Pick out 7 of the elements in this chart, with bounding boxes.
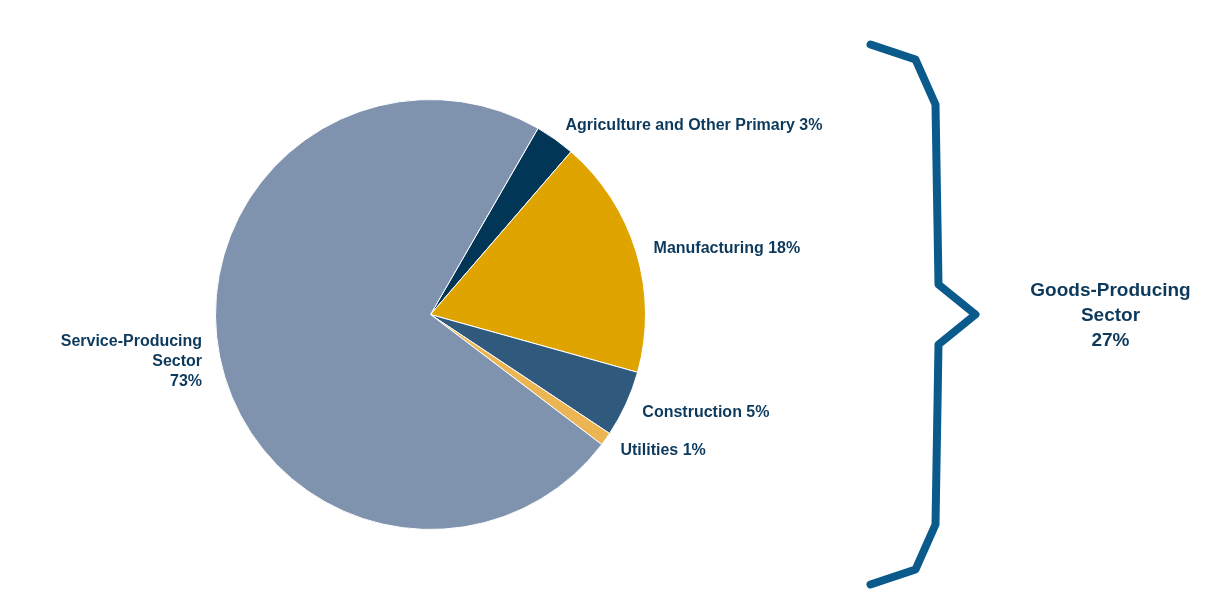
slice-label: Construction 5% [642,402,770,420]
slice-label: Manufacturing 18% [653,238,801,256]
slice-label: Agriculture and Other Primary 3% [565,116,823,134]
slice-label: Utilities 1% [620,440,706,458]
slice-label: Service-Producing Sector [60,331,203,370]
text: Goods-Producing Sector 27% [1030,278,1191,351]
data-label: 73% [170,372,203,390]
